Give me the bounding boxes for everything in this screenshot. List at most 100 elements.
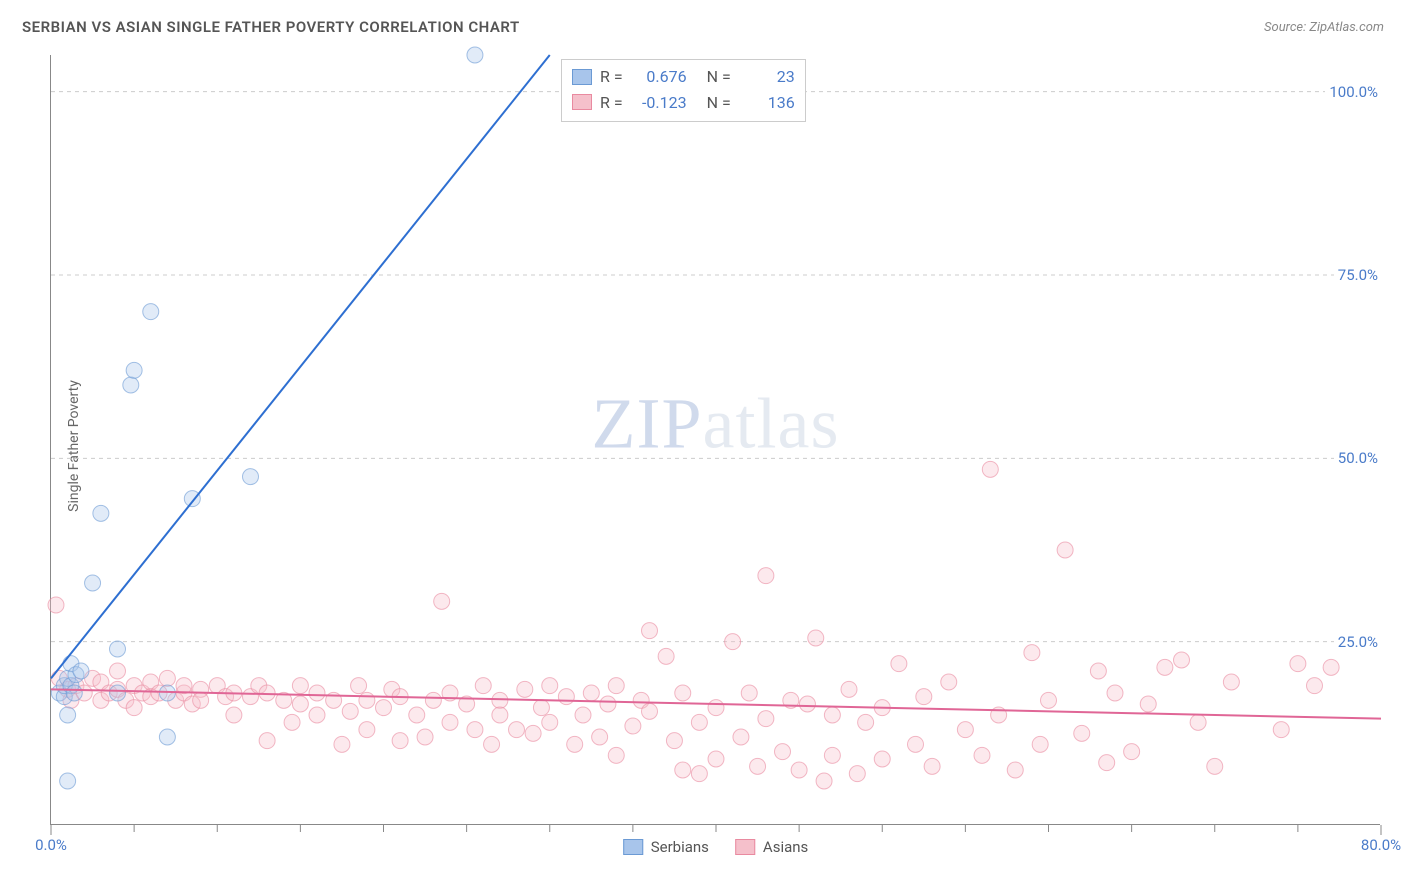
data-point-asians	[409, 707, 425, 723]
data-point-asians	[642, 703, 658, 719]
data-point-asians	[675, 685, 691, 701]
stat-N-label: N =	[707, 64, 731, 90]
data-point-asians	[517, 681, 533, 697]
data-point-asians	[924, 758, 940, 774]
legend-item-asians: Asians	[735, 838, 808, 856]
data-point-asians	[666, 733, 682, 749]
bottom-legend: Serbians Asians	[623, 838, 809, 856]
chart-source: Source: ZipAtlas.com	[1264, 20, 1384, 35]
data-point-asians	[1124, 744, 1140, 760]
stat-row-serbians: R = 0.676 N = 23	[572, 64, 795, 90]
data-point-asians	[691, 714, 707, 730]
data-point-asians	[467, 722, 483, 738]
data-point-asians	[725, 634, 741, 650]
data-point-asians	[625, 718, 641, 734]
data-point-asians	[48, 597, 64, 613]
data-point-serbians	[110, 685, 126, 701]
data-point-asians	[608, 747, 624, 763]
stat-N-label-2: N =	[707, 90, 731, 116]
data-point-asians	[799, 696, 815, 712]
data-point-asians	[816, 773, 832, 789]
data-point-asians	[1107, 685, 1123, 701]
stat-row-asians: R = -0.123 N = 136	[572, 90, 795, 116]
data-point-asians	[658, 648, 674, 664]
data-point-asians	[874, 751, 890, 767]
data-point-asians	[434, 593, 450, 609]
data-point-asians	[525, 725, 541, 741]
data-point-asians	[982, 461, 998, 477]
data-point-asians	[1323, 659, 1339, 675]
data-point-asians	[691, 766, 707, 782]
data-point-asians	[1307, 678, 1323, 694]
chart-title: SERBIAN VS ASIAN SINGLE FATHER POVERTY C…	[22, 18, 520, 36]
x-tick-label: 80.0%	[1361, 836, 1401, 854]
data-point-asians	[259, 733, 275, 749]
data-point-asians	[425, 692, 441, 708]
data-point-asians	[284, 714, 300, 730]
legend-swatch-serbians	[623, 839, 643, 855]
data-point-asians	[509, 722, 525, 738]
data-point-asians	[1273, 722, 1289, 738]
data-point-asians	[1157, 659, 1173, 675]
data-point-asians	[891, 656, 907, 672]
plot-area: ZIPatlas R = 0.676 N = 23 R = -0.123 N =…	[50, 55, 1380, 825]
data-point-asians	[941, 674, 957, 690]
data-point-asians	[567, 736, 583, 752]
legend-swatch-asians	[735, 839, 755, 855]
data-point-asians	[1223, 674, 1239, 690]
data-point-asians	[193, 692, 209, 708]
data-point-asians	[824, 747, 840, 763]
data-point-asians	[708, 751, 724, 767]
data-point-asians	[750, 758, 766, 774]
data-point-asians	[642, 623, 658, 639]
data-point-asians	[1207, 758, 1223, 774]
data-point-serbians	[123, 377, 139, 393]
data-point-asians	[475, 678, 491, 694]
data-point-asians	[608, 678, 624, 694]
data-point-asians	[775, 744, 791, 760]
data-point-asians	[1024, 645, 1040, 661]
stat-legend: R = 0.676 N = 23 R = -0.123 N = 136	[561, 59, 806, 122]
data-point-asians	[600, 696, 616, 712]
legend-label-asians: Asians	[763, 838, 808, 856]
data-point-asians	[758, 711, 774, 727]
data-point-asians	[226, 707, 242, 723]
data-point-serbians	[60, 773, 76, 789]
swatch-asians	[572, 94, 592, 110]
data-point-asians	[558, 689, 574, 705]
swatch-serbians	[572, 69, 592, 85]
data-point-asians	[351, 678, 367, 694]
data-point-serbians	[126, 362, 142, 378]
stat-R-asians: -0.123	[631, 90, 687, 116]
data-point-asians	[359, 722, 375, 738]
data-point-serbians	[159, 729, 175, 745]
data-point-serbians	[73, 663, 89, 679]
data-point-asians	[309, 707, 325, 723]
plot-svg	[51, 55, 1380, 824]
data-point-asians	[1174, 652, 1190, 668]
stat-R-label: R =	[600, 64, 623, 90]
data-point-asians	[442, 714, 458, 730]
chart-header: SERBIAN VS ASIAN SINGLE FATHER POVERTY C…	[22, 18, 1384, 36]
stat-N-asians: 136	[739, 90, 795, 116]
data-point-asians	[1099, 755, 1115, 771]
data-point-serbians	[93, 505, 109, 521]
data-point-asians	[1041, 692, 1057, 708]
data-point-asians	[1090, 663, 1106, 679]
data-point-asians	[542, 714, 558, 730]
data-point-asians	[484, 736, 500, 752]
data-point-asians	[1007, 762, 1023, 778]
data-point-asians	[916, 689, 932, 705]
data-point-asians	[334, 736, 350, 752]
data-point-asians	[841, 681, 857, 697]
trend-line-serbians	[51, 55, 550, 678]
data-point-asians	[741, 685, 757, 701]
data-point-asians	[309, 685, 325, 701]
data-point-asians	[824, 707, 840, 723]
data-point-serbians	[60, 707, 76, 723]
data-point-asians	[908, 736, 924, 752]
y-tick-label: 50.0%	[1334, 449, 1382, 467]
data-point-serbians	[66, 685, 82, 701]
data-point-asians	[376, 700, 392, 716]
stat-R-serbians: 0.676	[631, 64, 687, 90]
